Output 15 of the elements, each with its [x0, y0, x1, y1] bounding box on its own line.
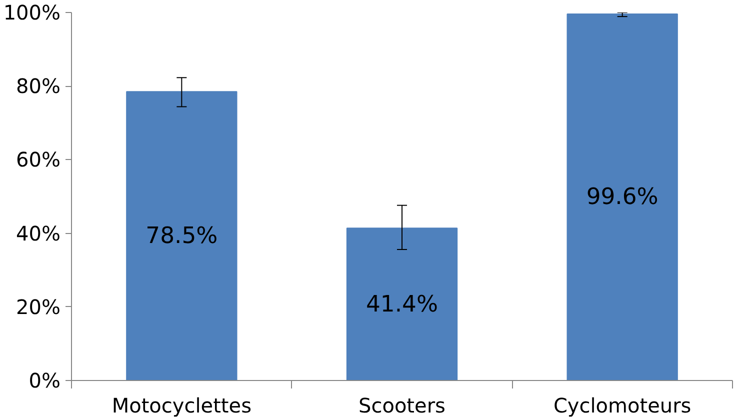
y-tick-label: 20%	[16, 294, 60, 319]
y-tick-label: 0%	[28, 368, 61, 392]
bar	[566, 13, 678, 380]
bar	[346, 228, 458, 380]
x-tick-label: Scooters	[358, 394, 446, 418]
x-tick-label: Cyclomoteurs	[553, 394, 692, 418]
y-tick-label: 100%	[3, 0, 61, 24]
data-label: 78.5%	[146, 223, 218, 250]
bar	[126, 91, 238, 380]
data-label: 99.6%	[586, 184, 658, 210]
y-tick-label: 80%	[16, 74, 60, 98]
y-tick-label: 40%	[16, 221, 60, 246]
data-label: 41.4%	[366, 291, 438, 318]
y-tick-label: 60%	[16, 148, 60, 172]
x-tick-label: Motocyclettes	[112, 394, 252, 418]
